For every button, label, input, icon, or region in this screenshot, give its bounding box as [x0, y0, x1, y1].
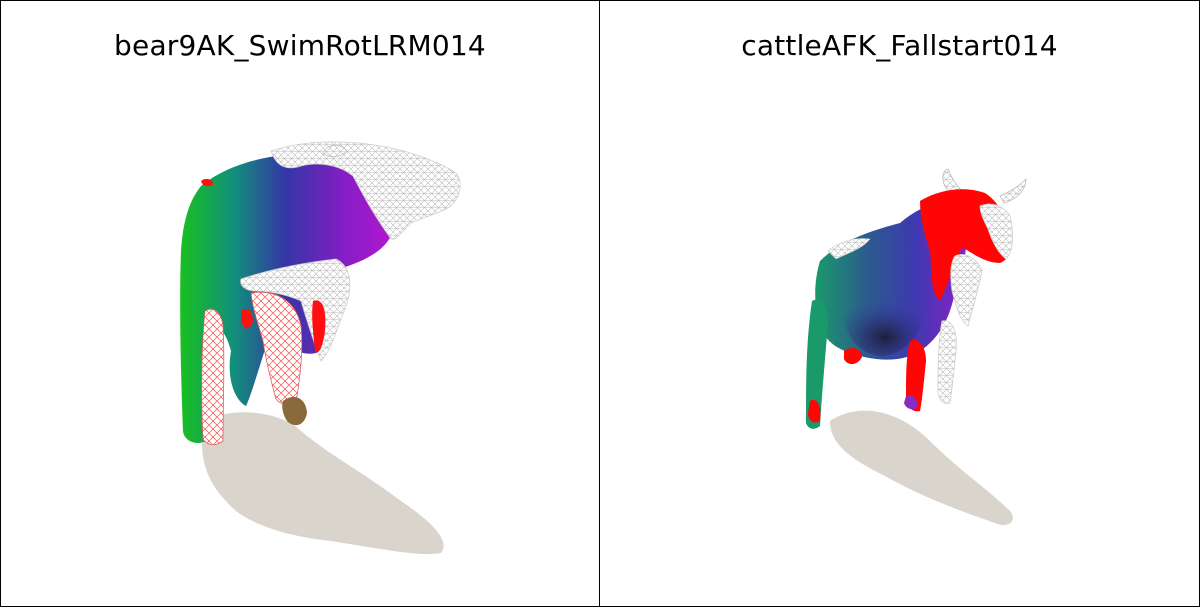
bear-hind-leg-mesh [201, 308, 225, 445]
cattle-belly-shade [840, 293, 930, 356]
cattle-neck-mesh [950, 254, 983, 327]
bear-red-patch [312, 300, 326, 353]
cattle-back-mesh [827, 238, 871, 260]
cattle-hoof [904, 395, 918, 410]
cattle-render [806, 168, 1027, 526]
bear-body [180, 152, 391, 443]
bear-paw [282, 397, 307, 426]
bear-render [180, 141, 461, 555]
cattle-horn [942, 168, 963, 192]
panel-title-cattle: cattleAFK_Fallstart014 [741, 29, 1058, 62]
bear-red-patch [241, 309, 253, 329]
cattle-front-leg-mesh [937, 320, 957, 404]
cattle-front-leg [906, 339, 926, 412]
panel-title-bear: bear9AK_SwimRotLRM014 [114, 29, 486, 62]
cattle-face-mesh [979, 203, 1014, 260]
cattle-udder [844, 348, 862, 365]
panel-cattle: cattleAFK_Fallstart014 [600, 0, 1200, 607]
bear-shadow [202, 412, 444, 555]
cattle-red-patch [808, 399, 821, 423]
cattle-horn [999, 178, 1027, 204]
panel-bear: bear9AK_SwimRotLRM014 [0, 0, 600, 607]
bear-head-mesh [270, 141, 461, 240]
cattle-hind-leg [806, 299, 828, 429]
bear-ear [322, 144, 348, 157]
bear-red-patch [201, 178, 213, 187]
cattle-shadow [830, 410, 1013, 526]
